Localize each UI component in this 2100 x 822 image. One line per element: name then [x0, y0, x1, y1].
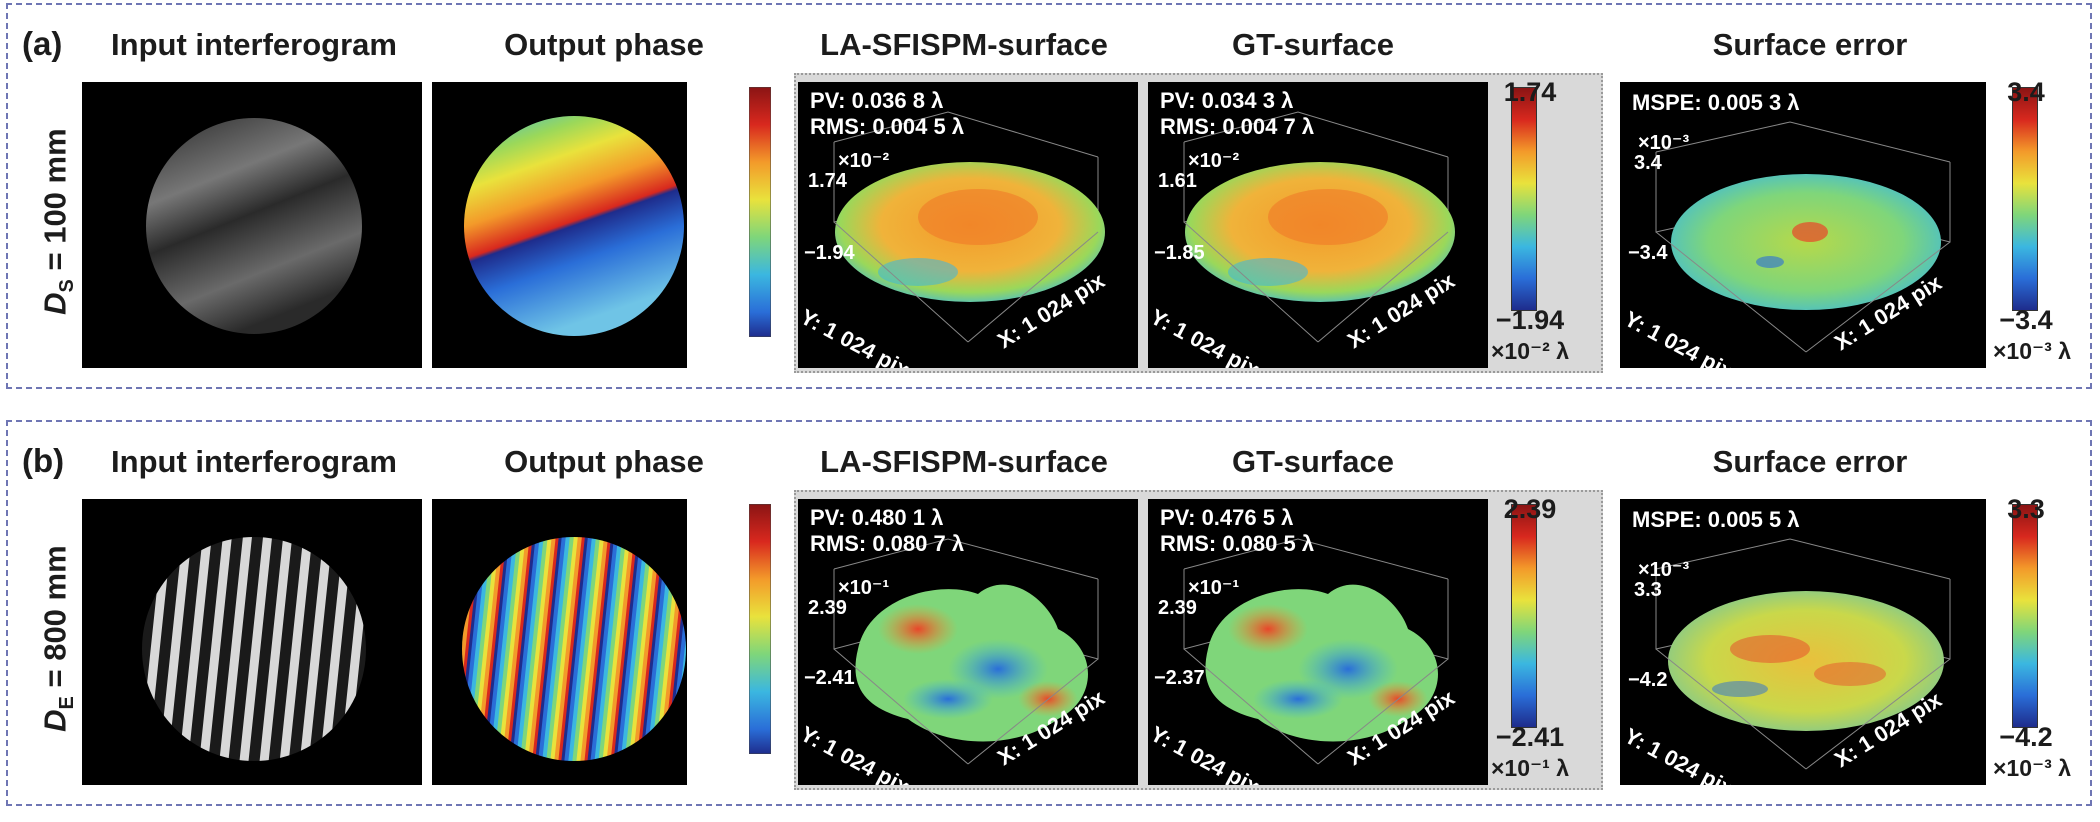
surface-colorbar-min: −2.41	[1495, 722, 1565, 752]
header-la-sfispm-surface: LA-SFISPM-surface	[820, 27, 1108, 62]
la-rms-value: RMS: 0.004 5 λ	[810, 114, 965, 139]
interferogram-image	[82, 82, 422, 368]
surface-colorbar	[1511, 504, 1537, 728]
header-output-phase: Output phase	[504, 444, 704, 479]
header-surface-error: Surface error	[1712, 444, 1908, 479]
surface-colorbar	[1511, 87, 1537, 311]
phase-colorbar	[749, 504, 771, 754]
header-la-sfispm-surface: LA-SFISPM-surface	[820, 444, 1108, 479]
header-gt-surface: GT-surface	[1232, 27, 1394, 62]
interferogram-image	[82, 499, 422, 785]
la-z-max: 1.74	[808, 170, 847, 192]
row-parameter: DE = 800 mm	[37, 545, 78, 733]
gt-pv-value: PV: 0.034 3 λ	[1160, 88, 1294, 113]
surface-colorbar-unit: ×10⁻² λ	[1491, 338, 1569, 364]
figure-row-a: (a) Input interferogram Output phase LA-…	[6, 3, 2092, 389]
header-input-interferogram: Input interferogram	[111, 27, 397, 62]
err-z-scale: ×10⁻³	[1638, 132, 1690, 154]
gt-z-scale: ×10⁻²	[1188, 150, 1240, 172]
header-surface-error: Surface error	[1712, 27, 1908, 62]
err-z-scale: ×10⁻³	[1638, 559, 1690, 581]
gt-z-scale: ×10⁻¹	[1188, 577, 1240, 599]
la-z-max: 2.39	[808, 597, 847, 619]
error-colorbar-min: −3.4	[1999, 305, 2053, 335]
la-sfispm-surface-plot: PV: 0.036 8 λ RMS: 0.004 5 λ ×10⁻² 1.74 …	[798, 82, 1138, 368]
err-z-max: 3.3	[1634, 579, 1662, 601]
gt-surface-plot: PV: 0.034 3 λ RMS: 0.004 7 λ ×10⁻² 1.61 …	[1148, 82, 1488, 368]
err-z-min: −4.2	[1628, 669, 1668, 691]
la-rms-value: RMS: 0.080 7 λ	[810, 531, 965, 556]
phase-min-label: −π	[698, 722, 731, 749]
gt-z-min: −2.37	[1154, 667, 1205, 689]
error-colorbar-max: 3.4	[2007, 77, 2045, 107]
row-label: (b)	[22, 442, 65, 479]
la-z-scale: ×10⁻¹	[838, 577, 890, 599]
phase-max-label: π	[716, 83, 735, 110]
header-gt-surface: GT-surface	[1232, 444, 1394, 479]
surface-error-plot: MSPE: 0.005 5 λ ×10⁻³ 3.3 −4.2 Y: 1 024 …	[1620, 499, 1986, 785]
la-pv-value: PV: 0.036 8 λ	[810, 88, 944, 113]
la-pv-value: PV: 0.480 1 λ	[810, 505, 944, 530]
header-input-interferogram: Input interferogram	[111, 444, 397, 479]
surface-colorbar-min: −1.94	[1495, 305, 1565, 335]
surface-colorbar-max: 1.74	[1503, 77, 1557, 107]
phase-colorbar	[749, 87, 771, 337]
error-colorbar	[2012, 504, 2038, 728]
error-colorbar	[2012, 87, 2038, 311]
surface-colorbar-max: 2.39	[1503, 494, 1557, 524]
err-mspe-value: MSPE: 0.005 3 λ	[1632, 90, 1800, 115]
row-parameter: DS = 100 mm	[37, 128, 78, 316]
gt-z-max: 2.39	[1158, 597, 1197, 619]
gt-rms-value: RMS: 0.080 5 λ	[1160, 531, 1315, 556]
error-colorbar-max: 3.3	[2007, 494, 2045, 524]
phase-max-label: π	[716, 500, 735, 527]
la-sfispm-surface-plot: PV: 0.480 1 λ RMS: 0.080 7 λ ×10⁻¹ 2.39 …	[798, 499, 1138, 785]
error-colorbar-unit: ×10⁻³ λ	[1993, 755, 2071, 781]
gt-z-min: −1.85	[1154, 242, 1205, 264]
phase-map	[432, 82, 687, 368]
la-z-scale: ×10⁻²	[838, 150, 890, 172]
phase-map	[432, 499, 687, 785]
err-z-min: −3.4	[1628, 242, 1668, 264]
gt-z-max: 1.61	[1158, 170, 1197, 192]
error-colorbar-unit: ×10⁻³ λ	[1993, 338, 2071, 364]
gt-surface-plot: PV: 0.476 5 λ RMS: 0.080 5 λ ×10⁻¹ 2.39 …	[1148, 499, 1488, 785]
gt-rms-value: RMS: 0.004 7 λ	[1160, 114, 1315, 139]
error-colorbar-min: −4.2	[1999, 722, 2053, 752]
header-output-phase: Output phase	[504, 27, 704, 62]
la-z-min: −2.41	[804, 667, 855, 689]
surface-error-plot: MSPE: 0.005 3 λ ×10⁻³ 3.4 −3.4 Y: 1 024 …	[1620, 82, 1986, 368]
err-z-max: 3.4	[1634, 152, 1662, 174]
figure-row-b: (b) Input interferogram Output phase LA-…	[6, 420, 2092, 806]
phase-min-label: −π	[698, 305, 731, 332]
err-mspe-value: MSPE: 0.005 5 λ	[1632, 507, 1800, 532]
gt-pv-value: PV: 0.476 5 λ	[1160, 505, 1294, 530]
surface-colorbar-unit: ×10⁻¹ λ	[1491, 755, 1569, 781]
row-label: (a)	[22, 25, 63, 62]
la-z-min: −1.94	[804, 242, 855, 264]
